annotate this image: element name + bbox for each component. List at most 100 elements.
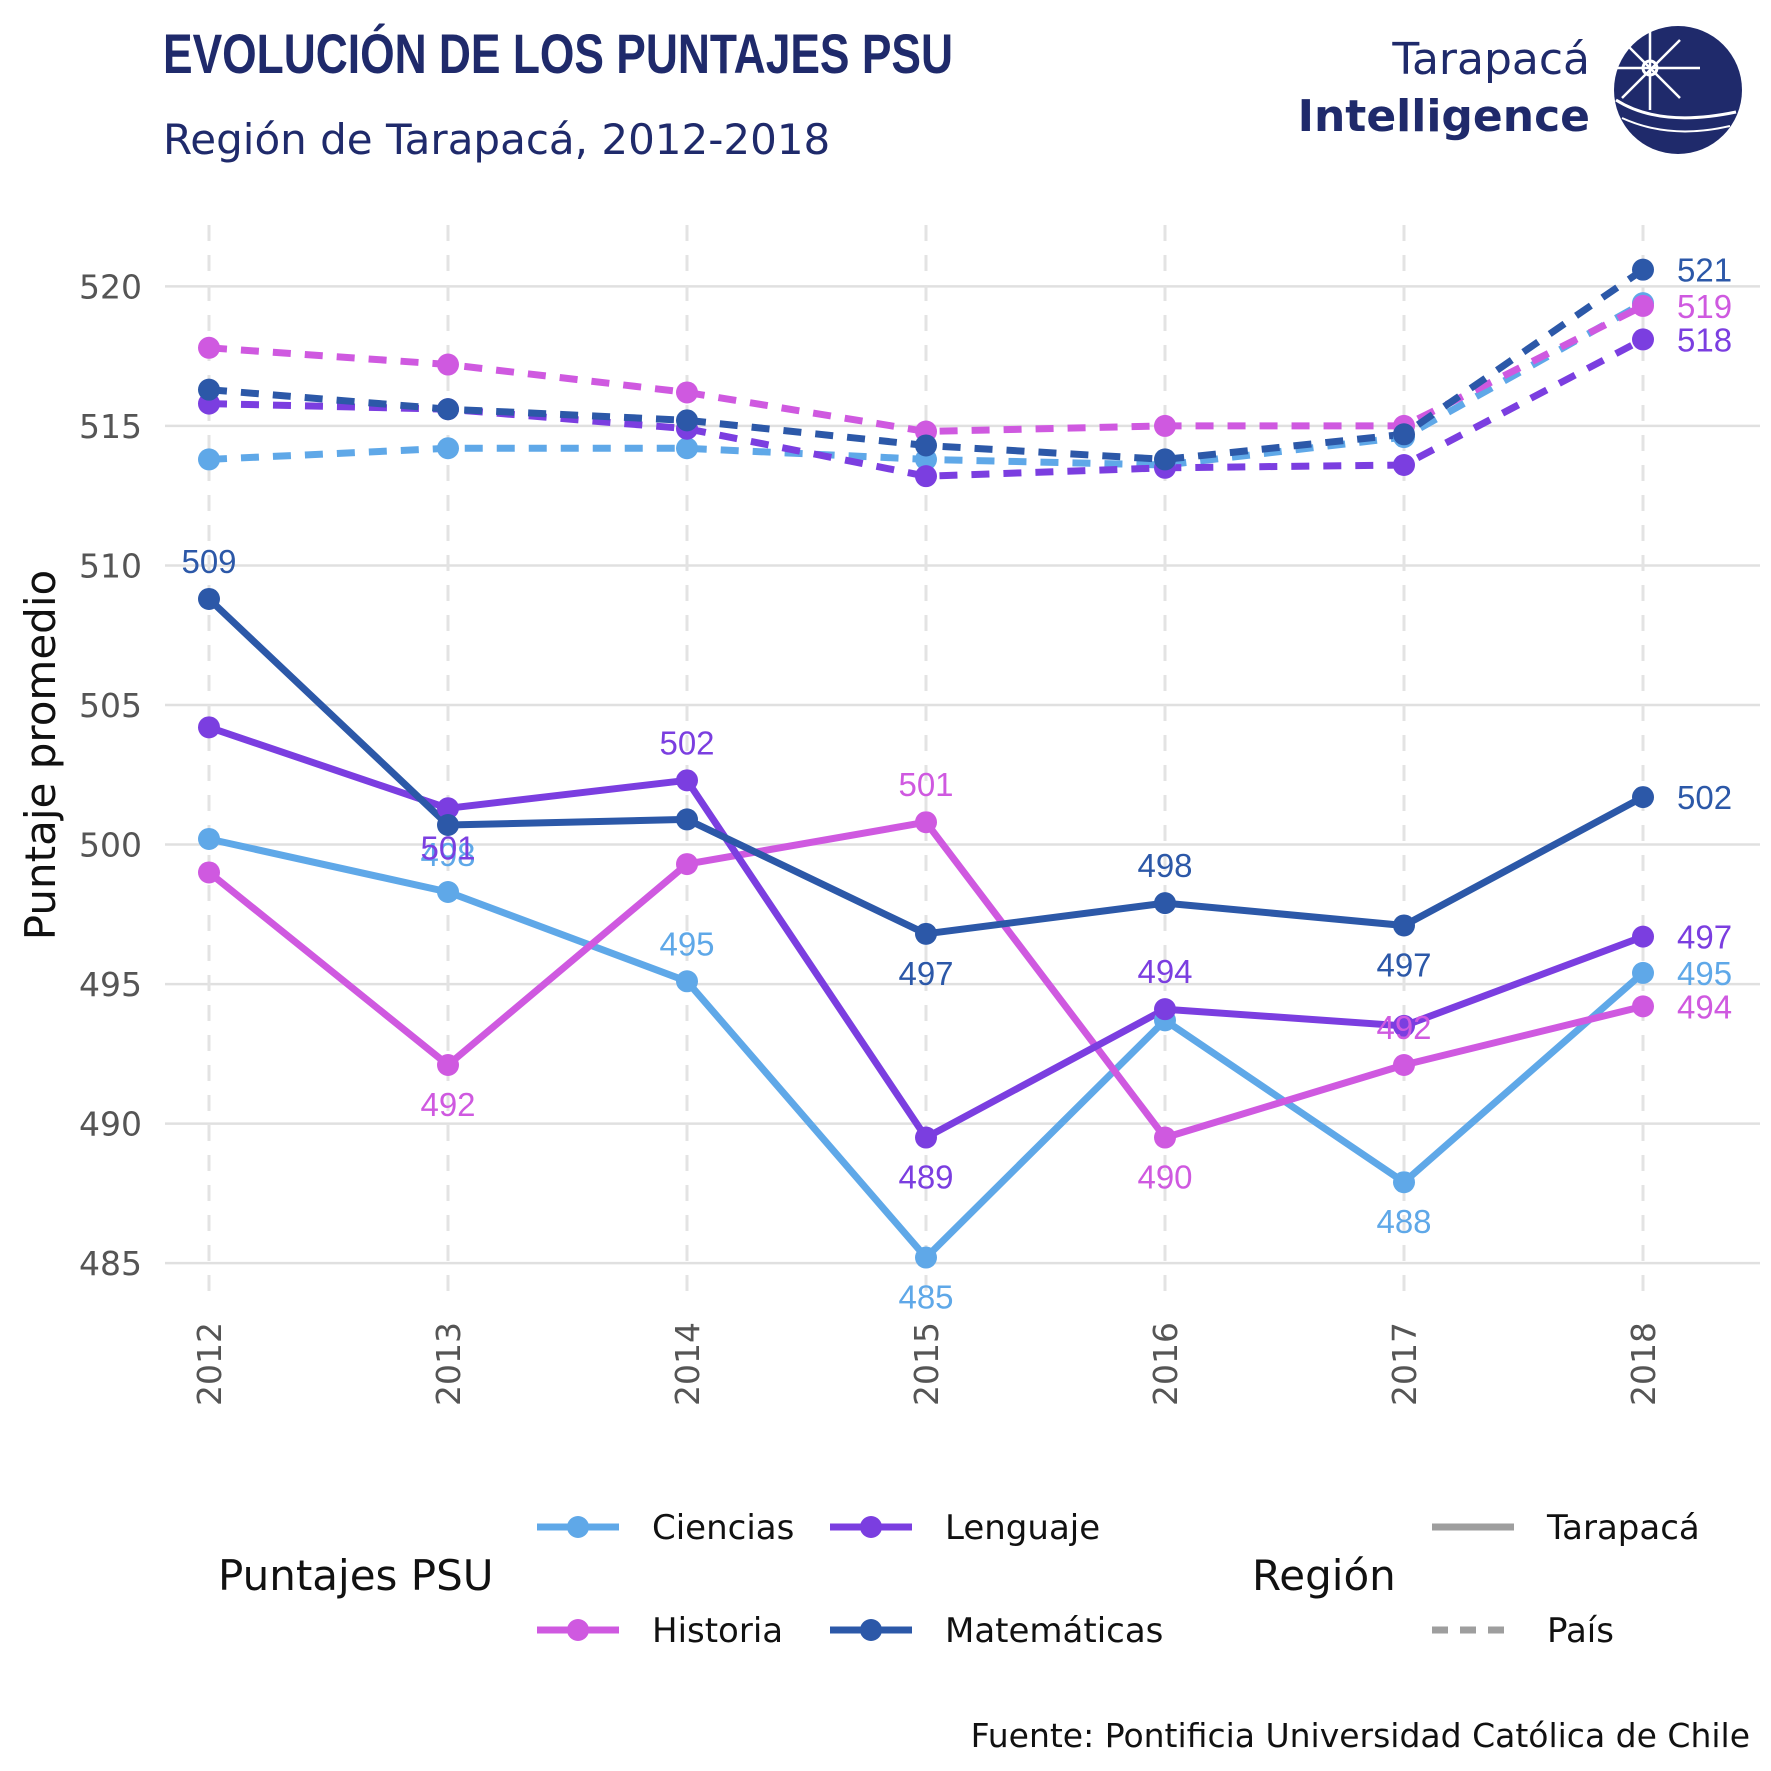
data-point bbox=[198, 448, 220, 471]
data-label: 498 bbox=[420, 836, 475, 873]
logo: Tarapacá Intelligence bbox=[1298, 26, 1742, 154]
data-point bbox=[1393, 1014, 1415, 1037]
legend-item-label: Historia bbox=[652, 1611, 783, 1651]
legend-title-region: Región bbox=[1252, 1551, 1396, 1600]
x-tick-label: 2017 bbox=[1385, 1322, 1424, 1406]
data-point bbox=[198, 716, 220, 739]
data-point bbox=[1632, 258, 1654, 281]
data-label: 494 bbox=[1677, 988, 1732, 1025]
data-label: 509 bbox=[181, 543, 236, 580]
data-point bbox=[915, 811, 937, 834]
chart-subtitle: Región de Tarapacá, 2012-2018 bbox=[163, 115, 830, 164]
data-point bbox=[676, 970, 698, 993]
data-point bbox=[437, 814, 459, 836]
data-label: 494 bbox=[1137, 953, 1192, 990]
data-label: 492 bbox=[420, 1086, 475, 1123]
data-point bbox=[437, 353, 459, 376]
data-label: 495 bbox=[659, 925, 714, 962]
legend-item-label: Matemáticas bbox=[945, 1611, 1163, 1651]
data-label: 495 bbox=[1677, 955, 1732, 992]
x-tick-label: 2014 bbox=[668, 1322, 707, 1406]
y-tick-label: 495 bbox=[79, 965, 142, 1004]
y-tick-label: 510 bbox=[79, 546, 142, 585]
data-point bbox=[1393, 1171, 1415, 1194]
data-point bbox=[676, 409, 698, 432]
data-label: 498 bbox=[1137, 847, 1192, 884]
data-point bbox=[1632, 925, 1654, 948]
x-tick-label: 2013 bbox=[429, 1322, 468, 1406]
y-tick-label: 520 bbox=[79, 267, 142, 306]
x-tick-label: 2016 bbox=[1146, 1322, 1185, 1406]
data-point bbox=[915, 922, 937, 945]
chart-title: EVOLUCIÓN DE LOS PUNTAJES PSU bbox=[163, 22, 953, 85]
data-label: 519 bbox=[1677, 288, 1732, 325]
y-axis-title: Puntaje promedio bbox=[16, 570, 65, 940]
legend-item-label: Ciencias bbox=[652, 1508, 794, 1548]
legend-region-label: País bbox=[1547, 1611, 1614, 1651]
legend-swatch-point bbox=[860, 1619, 882, 1641]
x-tick-label: 2015 bbox=[907, 1322, 946, 1406]
data-label: 518 bbox=[1677, 321, 1732, 358]
data-label: 501 bbox=[420, 829, 475, 866]
data-label: 521 bbox=[1677, 252, 1732, 289]
data-point bbox=[676, 437, 698, 460]
y-tick-label: 485 bbox=[79, 1244, 142, 1283]
logo-line1: Tarapacá bbox=[1391, 34, 1590, 85]
data-point bbox=[676, 769, 698, 792]
grid bbox=[165, 225, 1760, 1305]
data-point bbox=[1154, 998, 1176, 1021]
data-point bbox=[1393, 914, 1415, 937]
data-point bbox=[1632, 328, 1654, 351]
legend-swatch-point bbox=[860, 1516, 882, 1538]
legend-title-subjects: Puntajes PSU bbox=[218, 1551, 494, 1600]
data-point bbox=[1154, 1126, 1176, 1149]
data-point bbox=[915, 1126, 937, 1149]
data-point bbox=[1632, 294, 1654, 317]
y-tick-label: 515 bbox=[79, 407, 142, 446]
data-label: 497 bbox=[1376, 946, 1431, 983]
data-point bbox=[915, 1246, 937, 1269]
legend-swatch-point bbox=[567, 1619, 589, 1641]
data-point bbox=[1632, 961, 1654, 984]
y-axis-ticks: 485 490 495 500 505 510 515 520 bbox=[79, 267, 142, 1283]
data-label: 485 bbox=[898, 1279, 953, 1316]
data-label: 502 bbox=[1677, 779, 1732, 816]
data-point bbox=[676, 381, 698, 404]
data-point bbox=[1393, 454, 1415, 476]
data-point bbox=[915, 434, 937, 457]
globe-emblem-icon bbox=[1614, 26, 1742, 154]
data-point bbox=[1393, 423, 1415, 446]
x-tick-label: 2012 bbox=[190, 1322, 229, 1406]
legend-region-label: Tarapacá bbox=[1546, 1508, 1700, 1548]
data-point bbox=[1632, 786, 1654, 809]
source-caption: Fuente: Pontificia Universidad Católica … bbox=[971, 1716, 1750, 1755]
data-label: 490 bbox=[1137, 1159, 1192, 1196]
y-tick-label: 500 bbox=[79, 826, 142, 865]
data-label: 502 bbox=[659, 724, 714, 761]
data-point bbox=[198, 861, 220, 884]
y-tick-label: 490 bbox=[79, 1105, 142, 1144]
series-points bbox=[198, 258, 1654, 1269]
data-label: 492 bbox=[1376, 1009, 1431, 1046]
data-point bbox=[437, 1054, 459, 1076]
logo-line2: Intelligence bbox=[1298, 91, 1590, 142]
data-label: 489 bbox=[898, 1159, 953, 1196]
y-tick-label: 505 bbox=[79, 686, 142, 725]
data-point bbox=[1154, 448, 1176, 471]
legend: Puntajes PSU Ciencias Lenguaje Historia Mate… bbox=[218, 1508, 1700, 1651]
data-label: 497 bbox=[898, 955, 953, 992]
data-point bbox=[198, 378, 220, 401]
data-point bbox=[1632, 995, 1654, 1018]
data-label: 488 bbox=[1376, 1203, 1431, 1240]
data-point bbox=[437, 880, 459, 903]
data-point bbox=[676, 808, 698, 831]
data-labels: 498 495 485 488 495 492 501 490 492 494 501 502 489 4… bbox=[181, 252, 1732, 1316]
data-label: 501 bbox=[898, 766, 953, 803]
x-axis-ticks: 2012 2013 2014 2015 2016 2017 2018 bbox=[190, 1322, 1663, 1406]
data-label: 497 bbox=[1677, 919, 1732, 956]
data-point bbox=[437, 398, 459, 421]
data-point bbox=[198, 336, 220, 359]
data-point bbox=[198, 587, 220, 610]
data-point bbox=[676, 853, 698, 876]
legend-item-label: Lenguaje bbox=[945, 1508, 1100, 1548]
